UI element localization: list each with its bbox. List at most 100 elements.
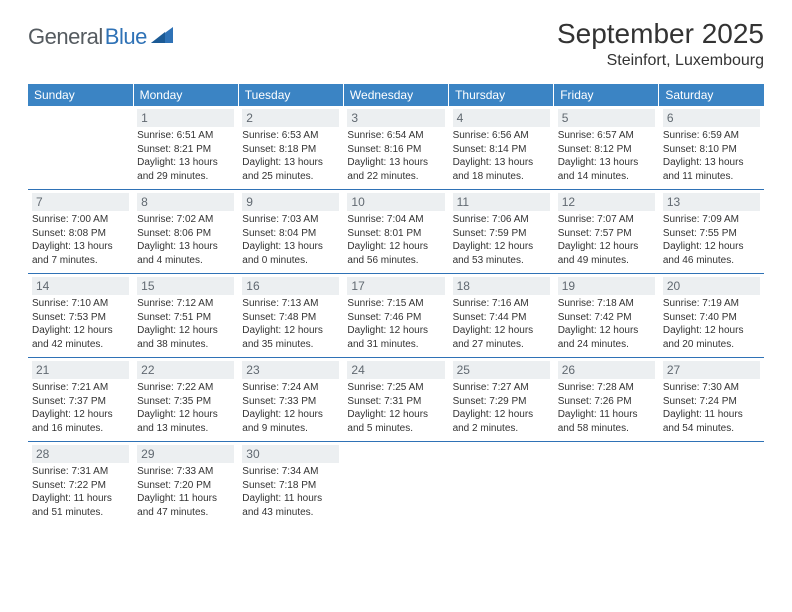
sunset-text: Sunset: 7:24 PM [663,395,760,409]
day-number: 5 [558,109,655,127]
calendar-cell: 21Sunrise: 7:21 AMSunset: 7:37 PMDayligh… [28,358,133,442]
calendar-cell: 24Sunrise: 7:25 AMSunset: 7:31 PMDayligh… [343,358,448,442]
daylight-text: Daylight: 12 hours and 42 minutes. [32,324,129,351]
sunset-text: Sunset: 7:22 PM [32,479,129,493]
sunrise-text: Sunrise: 7:27 AM [453,381,550,395]
day-content: Sunrise: 7:10 AMSunset: 7:53 PMDaylight:… [32,295,129,351]
calendar-cell: 26Sunrise: 7:28 AMSunset: 7:26 PMDayligh… [554,358,659,442]
calendar-week-row: 1Sunrise: 6:51 AMSunset: 8:21 PMDaylight… [28,106,764,190]
calendar-cell: 12Sunrise: 7:07 AMSunset: 7:57 PMDayligh… [554,190,659,274]
sunrise-text: Sunrise: 7:07 AM [558,213,655,227]
day-header: Saturday [659,84,764,106]
day-number: 22 [137,361,234,379]
day-content: Sunrise: 7:06 AMSunset: 7:59 PMDaylight:… [453,211,550,267]
sunrise-text: Sunrise: 7:00 AM [32,213,129,227]
calendar-cell [659,442,764,526]
sunrise-text: Sunrise: 7:13 AM [242,297,339,311]
calendar-week-row: 21Sunrise: 7:21 AMSunset: 7:37 PMDayligh… [28,358,764,442]
sunrise-text: Sunrise: 6:51 AM [137,129,234,143]
day-content: Sunrise: 7:09 AMSunset: 7:55 PMDaylight:… [663,211,760,267]
sunset-text: Sunset: 7:42 PM [558,311,655,325]
daylight-text: Daylight: 11 hours and 47 minutes. [137,492,234,519]
day-number: 9 [242,193,339,211]
day-content: Sunrise: 7:13 AMSunset: 7:48 PMDaylight:… [242,295,339,351]
day-number: 10 [347,193,444,211]
sunset-text: Sunset: 8:06 PM [137,227,234,241]
day-content: Sunrise: 7:30 AMSunset: 7:24 PMDaylight:… [663,379,760,435]
daylight-text: Daylight: 13 hours and 11 minutes. [663,156,760,183]
sunset-text: Sunset: 7:20 PM [137,479,234,493]
day-content: Sunrise: 7:18 AMSunset: 7:42 PMDaylight:… [558,295,655,351]
day-content: Sunrise: 7:15 AMSunset: 7:46 PMDaylight:… [347,295,444,351]
day-content: Sunrise: 7:00 AMSunset: 8:08 PMDaylight:… [32,211,129,267]
calendar-cell: 19Sunrise: 7:18 AMSunset: 7:42 PMDayligh… [554,274,659,358]
calendar-cell: 6Sunrise: 6:59 AMSunset: 8:10 PMDaylight… [659,106,764,190]
day-content: Sunrise: 7:03 AMSunset: 8:04 PMDaylight:… [242,211,339,267]
daylight-text: Daylight: 13 hours and 4 minutes. [137,240,234,267]
calendar-cell [28,106,133,190]
daylight-text: Daylight: 12 hours and 35 minutes. [242,324,339,351]
sunrise-text: Sunrise: 7:28 AM [558,381,655,395]
logo-triangle-icon [151,27,173,48]
daylight-text: Daylight: 12 hours and 38 minutes. [137,324,234,351]
daylight-text: Daylight: 12 hours and 13 minutes. [137,408,234,435]
day-content: Sunrise: 7:25 AMSunset: 7:31 PMDaylight:… [347,379,444,435]
logo-text-blue: Blue [105,24,147,50]
daylight-text: Daylight: 11 hours and 51 minutes. [32,492,129,519]
day-number: 12 [558,193,655,211]
day-number: 1 [137,109,234,127]
sunset-text: Sunset: 7:51 PM [137,311,234,325]
day-content: Sunrise: 7:22 AMSunset: 7:35 PMDaylight:… [137,379,234,435]
sunset-text: Sunset: 8:18 PM [242,143,339,157]
sunset-text: Sunset: 7:35 PM [137,395,234,409]
daylight-text: Daylight: 13 hours and 29 minutes. [137,156,234,183]
calendar-cell: 17Sunrise: 7:15 AMSunset: 7:46 PMDayligh… [343,274,448,358]
logo-text-gray: General [28,24,103,50]
calendar-cell: 16Sunrise: 7:13 AMSunset: 7:48 PMDayligh… [238,274,343,358]
sunrise-text: Sunrise: 6:54 AM [347,129,444,143]
calendar-cell: 13Sunrise: 7:09 AMSunset: 7:55 PMDayligh… [659,190,764,274]
day-header: Wednesday [343,84,448,106]
day-content: Sunrise: 6:56 AMSunset: 8:14 PMDaylight:… [453,127,550,183]
page-header: GeneralBlue September 2025 Steinfort, Lu… [28,18,764,70]
sunrise-text: Sunrise: 7:19 AM [663,297,760,311]
logo: GeneralBlue [28,18,173,50]
sunset-text: Sunset: 7:53 PM [32,311,129,325]
calendar-cell: 1Sunrise: 6:51 AMSunset: 8:21 PMDaylight… [133,106,238,190]
calendar-cell: 8 Sunrise: 7:02 AMSunset: 8:06 PMDaylight… [133,190,238,274]
calendar-cell: 10Sunrise: 7:04 AMSunset: 8:01 PMDayligh… [343,190,448,274]
day-content: Sunrise: 7:28 AMSunset: 7:26 PMDaylight:… [558,379,655,435]
daylight-text: Daylight: 11 hours and 54 minutes. [663,408,760,435]
day-number: 13 [663,193,760,211]
daylight-text: Daylight: 13 hours and 25 minutes. [242,156,339,183]
daylight-text: Daylight: 13 hours and 7 minutes. [32,240,129,267]
sunset-text: Sunset: 7:37 PM [32,395,129,409]
day-header: Sunday [28,84,133,106]
sunrise-text: Sunrise: 7:10 AM [32,297,129,311]
location-text: Steinfort, Luxembourg [557,52,764,70]
daylight-text: Daylight: 12 hours and 20 minutes. [663,324,760,351]
calendar-cell: 18Sunrise: 7:16 AMSunset: 7:44 PMDayligh… [449,274,554,358]
day-number: 11 [453,193,550,211]
sunrise-text: Sunrise: 7:34 AM [242,465,339,479]
daylight-text: Daylight: 13 hours and 14 minutes. [558,156,655,183]
day-number: 8 [137,193,234,211]
daylight-text: Daylight: 12 hours and 5 minutes. [347,408,444,435]
sunset-text: Sunset: 7:44 PM [453,311,550,325]
calendar-cell: 2Sunrise: 6:53 AMSunset: 8:18 PMDaylight… [238,106,343,190]
sunset-text: Sunset: 7:26 PM [558,395,655,409]
calendar-cell: 11Sunrise: 7:06 AMSunset: 7:59 PMDayligh… [449,190,554,274]
calendar-cell: 5Sunrise: 6:57 AMSunset: 8:12 PMDaylight… [554,106,659,190]
sunset-text: Sunset: 7:40 PM [663,311,760,325]
sunrise-text: Sunrise: 7:03 AM [242,213,339,227]
day-number: 15 [137,277,234,295]
sunrise-text: Sunrise: 7:12 AM [137,297,234,311]
day-content: Sunrise: 7:12 AMSunset: 7:51 PMDaylight:… [137,295,234,351]
calendar-cell: 3Sunrise: 6:54 AMSunset: 8:16 PMDaylight… [343,106,448,190]
day-content: Sunrise: 7:27 AMSunset: 7:29 PMDaylight:… [453,379,550,435]
sunset-text: Sunset: 7:18 PM [242,479,339,493]
day-content: Sunrise: 7:31 AMSunset: 7:22 PMDaylight:… [32,463,129,519]
day-content: Sunrise: 6:53 AMSunset: 8:18 PMDaylight:… [242,127,339,183]
sunrise-text: Sunrise: 7:02 AM [137,213,234,227]
daylight-text: Daylight: 12 hours and 46 minutes. [663,240,760,267]
